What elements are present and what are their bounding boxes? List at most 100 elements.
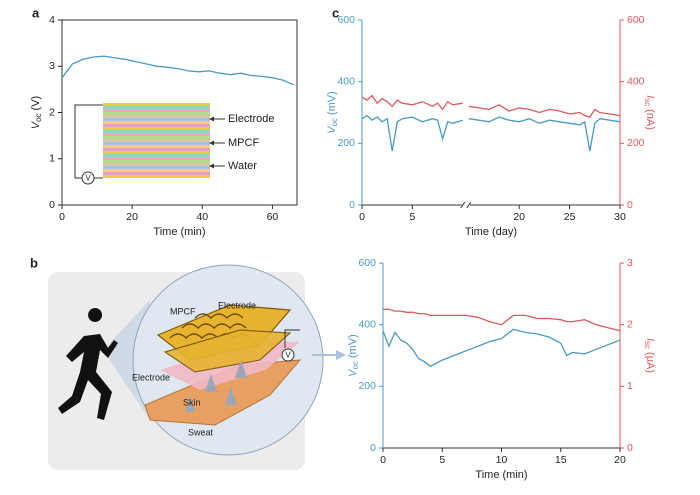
- axis-label: Voc (mV): [347, 334, 360, 377]
- stripe: [103, 109, 210, 112]
- axis-label: Isc (μA): [643, 338, 656, 373]
- axis-label-sub: oc: [351, 361, 360, 369]
- axis-label-unit: (nA): [644, 109, 656, 130]
- y2-tick-label: 200: [627, 137, 645, 149]
- data-line: [361, 94, 621, 118]
- stripe: [103, 121, 210, 124]
- axis-label: Voc (V): [30, 96, 43, 129]
- stripe: [103, 142, 210, 145]
- illustration-label: MPCF: [170, 306, 196, 316]
- axis-label-symbol: I: [644, 95, 656, 98]
- x-tick-label: 5: [409, 211, 415, 223]
- stripe: [103, 103, 210, 106]
- stripe: [103, 112, 210, 115]
- panel-label: b: [30, 255, 38, 270]
- stripe: [103, 157, 210, 160]
- axis-label-symbol: V: [30, 120, 42, 129]
- data-line: [361, 114, 621, 152]
- stripe: [103, 151, 210, 154]
- stripe: [103, 136, 210, 139]
- illustration-label: Electrode: [218, 300, 256, 310]
- y-tick-label: 4: [49, 14, 55, 26]
- y-tick-label: 2: [49, 106, 55, 118]
- stripe: [103, 133, 210, 136]
- axis-label-unit: (V): [30, 96, 42, 111]
- y-tick-label: 200: [358, 380, 376, 392]
- device-schematic: V Electrode MPCF Water: [74, 103, 274, 185]
- data-line: [61, 55, 294, 86]
- wearable-illustration: b V MPCF Electrode Electrode Skin Sweat: [30, 255, 346, 470]
- y-tick-label: 0: [370, 442, 376, 454]
- axis-label-unit: (mV): [347, 334, 359, 358]
- y-tick-label: 0: [49, 199, 55, 211]
- meter-label: V: [285, 351, 291, 360]
- axis-label-sub: oc: [330, 118, 339, 126]
- y-tick-label: 400: [337, 75, 355, 87]
- y2-tick-label: 2: [627, 318, 633, 330]
- axis-break: [460, 201, 472, 209]
- data-line: [382, 328, 621, 368]
- y2-tick-label: 3: [627, 257, 633, 269]
- stripe: [103, 172, 210, 175]
- axis-label-symbol: V: [326, 125, 338, 134]
- y2-tick-label: 1: [627, 380, 633, 392]
- axis-label: Isc (nA): [643, 95, 656, 130]
- meter-label: V: [85, 174, 91, 183]
- stripe: [103, 106, 210, 109]
- x-tick-label: 10: [496, 454, 508, 466]
- axis-label-sub: sc: [643, 341, 652, 349]
- y-tick-label: 0: [349, 199, 355, 211]
- x-tick-label: 15: [555, 454, 567, 466]
- x-tick-label: 20: [513, 211, 525, 223]
- x-axis-label: Time (min): [475, 469, 527, 481]
- axis-label: Voc (mV): [326, 91, 339, 134]
- x-tick-label: 30: [614, 211, 626, 223]
- inset-label: Electrode: [228, 113, 274, 125]
- stripe: [103, 124, 210, 127]
- x-tick-label: 40: [196, 211, 208, 223]
- x-tick-label: 5: [439, 454, 445, 466]
- x-axis-label: Time (day): [465, 226, 517, 238]
- illustration-label: Sweat: [188, 427, 214, 437]
- stripe: [103, 166, 210, 169]
- y2-tick-label: 0: [627, 442, 633, 454]
- y-tick-label: 400: [358, 318, 376, 330]
- stripe: [103, 163, 210, 166]
- stripe: [103, 127, 210, 130]
- axis-label-symbol: I: [644, 338, 656, 341]
- panel-label: c: [332, 5, 339, 20]
- stripe: [103, 154, 210, 157]
- axis-label-unit: (mV): [326, 91, 338, 115]
- y-tick-label: 600: [358, 257, 376, 269]
- axis-label-symbol: V: [347, 368, 359, 377]
- illustration-label: Electrode: [132, 372, 170, 382]
- y-tick-label: 600: [337, 14, 355, 26]
- axis-label-sub: oc: [34, 113, 43, 121]
- stripe: [103, 115, 210, 118]
- x-tick-label: 0: [380, 454, 386, 466]
- stripe: [103, 175, 210, 178]
- axis-break: [461, 201, 470, 209]
- panel-label: a: [32, 5, 40, 20]
- x-tick-label: 25: [564, 211, 576, 223]
- axis-label-sub: sc: [643, 98, 652, 106]
- x-tick-label: 0: [59, 211, 65, 223]
- stripe: [103, 118, 210, 121]
- stripe: [103, 160, 210, 163]
- data-line: [383, 308, 621, 332]
- stripe: [103, 130, 210, 133]
- stripe: [103, 145, 210, 148]
- y2-tick-label: 400: [627, 75, 645, 87]
- stripe: [103, 139, 210, 142]
- x-tick-label: 20: [126, 211, 138, 223]
- y2-tick-label: 600: [627, 14, 645, 26]
- stripe: [103, 148, 210, 151]
- x-tick-label: 60: [267, 211, 279, 223]
- y-tick-label: 3: [49, 60, 55, 72]
- y-tick-label: 200: [337, 137, 355, 149]
- inset-label: MPCF: [228, 137, 259, 149]
- inset-label: Water: [228, 160, 257, 172]
- x-tick-label: 20: [614, 454, 626, 466]
- stripe: [103, 169, 210, 172]
